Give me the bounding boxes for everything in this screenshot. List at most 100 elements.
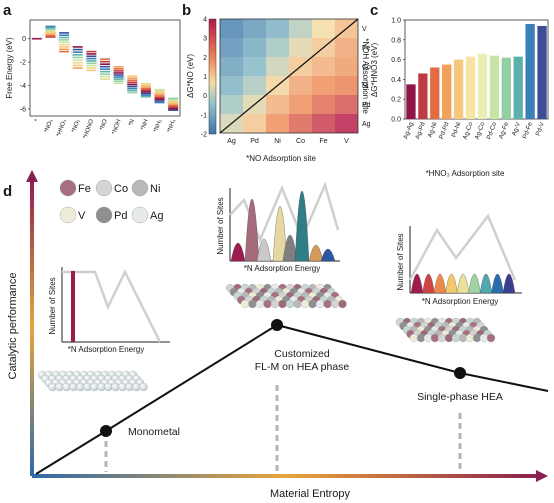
inset3-peak	[479, 273, 493, 294]
x-axis-arrow	[536, 470, 548, 482]
panel-a: a Free Energy (eV) 0-2-4-6 * *NO₃ *HNO₃ *NO…	[3, 2, 181, 140]
a-connector	[150, 90, 155, 97]
panel-a-plot	[29, 19, 181, 117]
a-connector	[164, 95, 169, 105]
point-single-phase	[454, 367, 466, 379]
a-connector	[137, 84, 142, 91]
c-xtick-label: Ag-Ag	[402, 121, 415, 140]
inset3-peak	[445, 273, 458, 294]
heatmap-ytick: V	[362, 26, 367, 33]
heatmap-cell	[312, 19, 335, 38]
slab-atom	[69, 382, 78, 392]
a-connector	[109, 69, 114, 76]
a-xtick-label: *NH	[140, 119, 149, 131]
panel-b: b 4 3 2 1 0 -1 -2 ΔG*NO (eV) Ag Pd Ni Co Fe V V Fe Co…	[182, 2, 371, 163]
heatmap-yticks: V Fe Co Ni Pd Ag	[362, 26, 371, 128]
heatmap-ytick: Fe	[362, 45, 370, 52]
panel-c-letter: c	[370, 2, 378, 19]
x-axis-gradient	[32, 474, 540, 478]
a-connector	[123, 74, 128, 85]
a-connector	[96, 60, 101, 70]
bar	[430, 67, 440, 119]
slab-atom	[430, 333, 440, 343]
bar	[465, 56, 476, 119]
heatmap-cell	[266, 114, 289, 133]
point-customized	[271, 319, 283, 331]
bar	[477, 53, 488, 119]
heatmap-cell	[220, 76, 243, 95]
legend-atom-pd	[95, 206, 113, 224]
panel-d: d Fe Co Ni V Pd Ag Catalytic performance Mate…	[3, 170, 549, 500]
legend-label-ni: Ni	[150, 183, 160, 195]
slab-atom	[423, 333, 433, 343]
heatmap-cell	[289, 95, 312, 114]
heatmap-cell	[312, 95, 335, 114]
slab-atom	[416, 333, 426, 343]
colorbar-tick: 0	[203, 93, 207, 100]
legend-label-pd: Pd	[114, 210, 127, 222]
element-legend: Fe Co Ni V Pd Ag	[59, 179, 163, 224]
label-customized-2: FL-M on HEA phase	[255, 361, 350, 373]
single-phase-slab	[395, 317, 496, 343]
label-single-phase: Single-phase HEA	[417, 391, 503, 403]
bar	[453, 59, 464, 119]
heatmap-cell	[289, 114, 312, 133]
c-ytick-label: 0.2	[391, 97, 401, 104]
heatmap-cell	[220, 57, 243, 76]
bar	[442, 64, 452, 119]
a-ytick-label: -2	[20, 60, 26, 67]
colorbar-label: ΔG*NO (eV)	[186, 54, 195, 98]
slab-atom	[255, 299, 265, 309]
c-xtick-label: Pd-Co	[486, 121, 499, 141]
inset1-peak	[71, 271, 75, 342]
colorbar-tick: 2	[203, 55, 207, 62]
heatmap-cell	[289, 19, 312, 38]
heatmap-ytick: Pd	[362, 102, 371, 109]
inset2-peaks	[230, 190, 336, 262]
inset2-ylabel: Number of Sites	[216, 197, 225, 254]
inset-single-phase: Number of Sites *N Adsorption Energy	[395, 213, 522, 343]
heatmap-cell	[266, 19, 289, 38]
heatmap-xtick: Ag	[227, 138, 236, 145]
slab-atom	[285, 299, 295, 309]
heatmap-cell	[243, 19, 266, 38]
inset1-ylabel: Number of Sites	[48, 277, 57, 334]
panel-a-letter: a	[3, 2, 12, 19]
colorbar-tick: -2	[201, 132, 207, 139]
panel-c-ylabel: ΔG*HNO3 (eV)	[370, 43, 379, 98]
c-xtick-label: Ag-Ni	[427, 121, 439, 138]
slab-atom	[330, 299, 340, 309]
slab-atom	[139, 382, 148, 392]
slab-atom	[437, 333, 447, 343]
heatmap-cell	[266, 95, 289, 114]
inset3-peak	[502, 273, 516, 294]
slab-atom	[132, 382, 141, 392]
c-xtick-label: Pd-V	[535, 121, 547, 137]
slab-atom	[278, 299, 287, 309]
legend-atom-fe	[59, 179, 77, 197]
heatmap-cell	[335, 95, 358, 114]
colorbar	[208, 18, 217, 135]
legend-atom-v	[59, 206, 77, 224]
slab-atom	[55, 382, 64, 392]
heatmap-cell	[243, 57, 266, 76]
colorbar-tick: 1	[203, 74, 207, 81]
a-connector	[68, 42, 74, 58]
heatmap-cell	[335, 114, 358, 133]
heatmap-xtick: Fe	[319, 138, 327, 145]
bar	[406, 84, 416, 119]
heatmap-diagonal	[219, 18, 359, 134]
a-xtick-label: *NO₃	[44, 118, 55, 134]
panel-d-letter: d	[3, 183, 12, 200]
heatmap-cell	[266, 38, 289, 57]
heatmap-ylabel: *NOH Adsorption site	[361, 38, 370, 114]
slab-atom	[118, 382, 127, 392]
bar	[501, 57, 511, 119]
inset1-xlabel: *N Adsorption Energy	[68, 345, 145, 354]
c-xtick-label: Pd-Ni	[451, 121, 463, 138]
inset2-peak	[294, 190, 310, 262]
a-xtick-label: *HONO	[83, 118, 96, 139]
colorbar-tick: 3	[203, 36, 207, 43]
bar	[418, 73, 428, 119]
a-xtick-label: *NO₂	[71, 118, 82, 134]
